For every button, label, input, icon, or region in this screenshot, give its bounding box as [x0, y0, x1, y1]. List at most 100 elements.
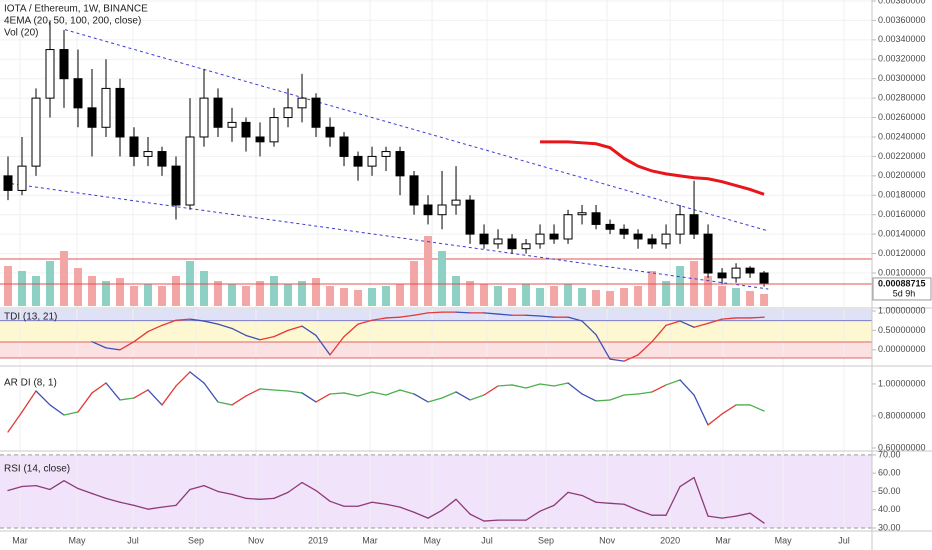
candle-body — [87, 107, 97, 128]
candle-body — [297, 97, 307, 109]
volume-bar — [200, 271, 209, 306]
labels: IOTA / Ethereum, 1W, BINANCE 4EMA (20, 5… — [4, 0, 932, 545]
indicator-segment — [427, 311, 443, 314]
y-tick-label: 0.00340000 — [878, 34, 926, 44]
candle-body — [507, 238, 517, 250]
indicator-segment — [511, 384, 527, 389]
indicator-segment — [245, 388, 261, 397]
volume-bar — [746, 291, 755, 306]
indicator-segment — [735, 512, 751, 517]
indicator-segment — [455, 391, 471, 401]
indicator-segment — [609, 358, 625, 362]
volume-bar — [662, 281, 671, 306]
candle-body — [479, 233, 489, 245]
y-tick-label: 0.00100000 — [878, 267, 926, 277]
volume-bar — [368, 288, 377, 306]
indicator-segment — [245, 497, 261, 500]
indicator-segment — [301, 481, 317, 492]
candle-body — [465, 199, 475, 235]
indicator-segment — [427, 509, 443, 519]
indicator-segment — [637, 509, 653, 516]
volume-bar — [466, 281, 475, 306]
candle-body — [227, 121, 237, 128]
indicator-segment — [595, 334, 611, 360]
indicator-segment — [567, 491, 583, 497]
volume-bar — [88, 276, 97, 306]
indicator-segment — [539, 383, 555, 387]
volume-bar — [718, 286, 727, 306]
volume-bar — [760, 294, 769, 306]
indicator-segment — [399, 506, 415, 513]
candle-body — [269, 117, 279, 143]
candle-body — [409, 175, 419, 206]
marks — [0, 20, 872, 524]
indicator-segment — [665, 379, 681, 386]
indicator-segment — [287, 390, 303, 394]
volume-bar — [144, 284, 153, 306]
indicator-segment — [441, 391, 457, 399]
candle-body — [31, 97, 41, 167]
candle-body — [101, 87, 111, 128]
y-tick-label: 40.00 — [878, 504, 901, 514]
indicator-segment — [539, 504, 555, 512]
indicator-segment — [427, 397, 443, 403]
candle-body — [535, 233, 545, 245]
indicator-segment — [315, 334, 331, 356]
pane-title: AR DI (8, 1) — [4, 378, 57, 389]
candle-body — [339, 136, 349, 157]
backgrounds — [0, 309, 872, 528]
volume-bar — [620, 288, 629, 306]
volume-bar — [438, 251, 447, 306]
indicator-segment — [483, 519, 499, 522]
indicator-label: 4EMA (20, 50, 100, 200, close) — [4, 16, 141, 27]
indicator-segment — [105, 382, 121, 401]
indicator-segment — [91, 341, 107, 349]
indicator-segment — [637, 391, 653, 395]
volume-bar — [116, 278, 125, 306]
volume-bar — [3, 266, 12, 306]
volume-bar — [704, 276, 713, 306]
y-tick-label: 0.00140000 — [878, 229, 926, 239]
indicator-segment — [693, 476, 709, 517]
indicator-segment — [693, 394, 709, 426]
candle-body — [59, 49, 69, 80]
y-tick-label: 1.00000000 — [878, 378, 926, 388]
volume-bar — [452, 276, 461, 306]
indicator-segment — [371, 317, 387, 321]
indicator-segment — [315, 489, 331, 502]
band — [0, 309, 872, 321]
indicator-segment — [665, 485, 681, 516]
candle-body — [591, 212, 601, 225]
pane-title: RSI (14, close) — [4, 464, 70, 475]
indicator-segment — [77, 487, 93, 495]
indicator-segment — [441, 498, 457, 511]
candle-body — [395, 151, 405, 177]
indicator-segment — [91, 492, 107, 500]
indicator-segment — [63, 411, 79, 416]
indicator-segment — [595, 399, 611, 402]
indicator-segment — [525, 314, 541, 317]
indicator-segment — [133, 330, 149, 343]
volume-bar — [340, 288, 349, 306]
volume-bar — [312, 278, 321, 306]
indicator-segment — [175, 371, 191, 387]
candle-body — [241, 121, 251, 138]
indicator-segment — [413, 511, 429, 519]
volume-bar — [676, 266, 685, 306]
volume-bar — [326, 286, 335, 306]
indicator-segment — [343, 392, 359, 397]
indicator-segment — [203, 484, 219, 493]
indicator-segment — [749, 404, 765, 412]
indicator-segment — [749, 316, 765, 319]
volume-bar — [256, 281, 265, 306]
y-tick-label: 0.00220000 — [878, 151, 926, 161]
indicator-segment — [189, 484, 205, 491]
volume-bar — [298, 281, 307, 306]
volume-bar — [172, 276, 181, 306]
candle-body — [717, 272, 727, 279]
candle-body — [521, 243, 531, 250]
indicator-segment — [147, 324, 163, 333]
candle-body — [661, 233, 671, 245]
candle-body — [619, 228, 629, 235]
